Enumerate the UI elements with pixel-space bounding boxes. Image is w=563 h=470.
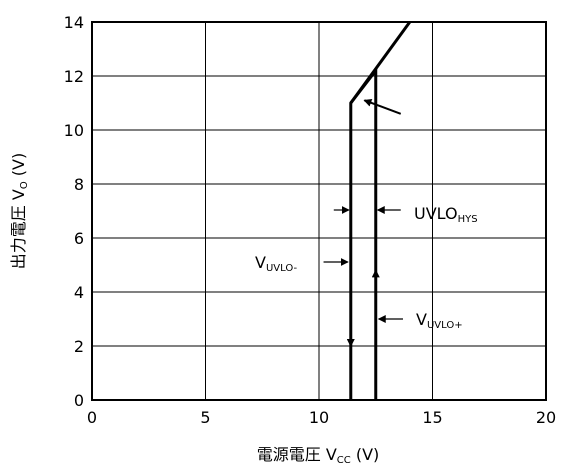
x-axis-label: 電源電圧 VCC (V) xyxy=(257,445,380,466)
annotation-vuvlo-minus: VUVLO- xyxy=(255,253,297,274)
y-tick-label-5: 10 xyxy=(64,121,84,140)
y-tick-label-0: 0 xyxy=(74,391,84,410)
y-axis-label: 出力電圧 VO (V) xyxy=(9,153,30,269)
y-tick-label-1: 2 xyxy=(74,337,84,356)
y-tick-label-4: 8 xyxy=(74,175,84,194)
x-tick-label-3: 15 xyxy=(422,408,442,427)
x-tick-label-4: 20 xyxy=(536,408,556,427)
x-tick-label-1: 5 xyxy=(200,408,210,427)
y-tick-labels: 0 2 4 6 8 10 12 14 xyxy=(64,13,84,410)
data-lines xyxy=(349,21,412,400)
x-tick-label-2: 10 xyxy=(309,408,329,427)
grid xyxy=(91,21,547,401)
series-line-0 xyxy=(349,66,378,400)
y-tick-label-7: 14 xyxy=(64,13,84,32)
x-tick-label-0: 0 xyxy=(87,408,97,427)
annotation-vuvlo-plus: VUVLO+ xyxy=(416,310,463,331)
y-tick-label-2: 4 xyxy=(74,283,84,302)
y-tick-label-6: 12 xyxy=(64,67,84,86)
x-tick-labels: 0 5 10 15 20 xyxy=(87,408,556,427)
series-line-1 xyxy=(349,21,412,104)
y-tick-label-3: 6 xyxy=(74,229,84,248)
plot-frame xyxy=(91,21,547,401)
annotation-uvlo-hys: UVLOHYS xyxy=(414,204,478,225)
annotation-arrows xyxy=(323,98,403,347)
arrow-upper-curve xyxy=(363,98,402,115)
